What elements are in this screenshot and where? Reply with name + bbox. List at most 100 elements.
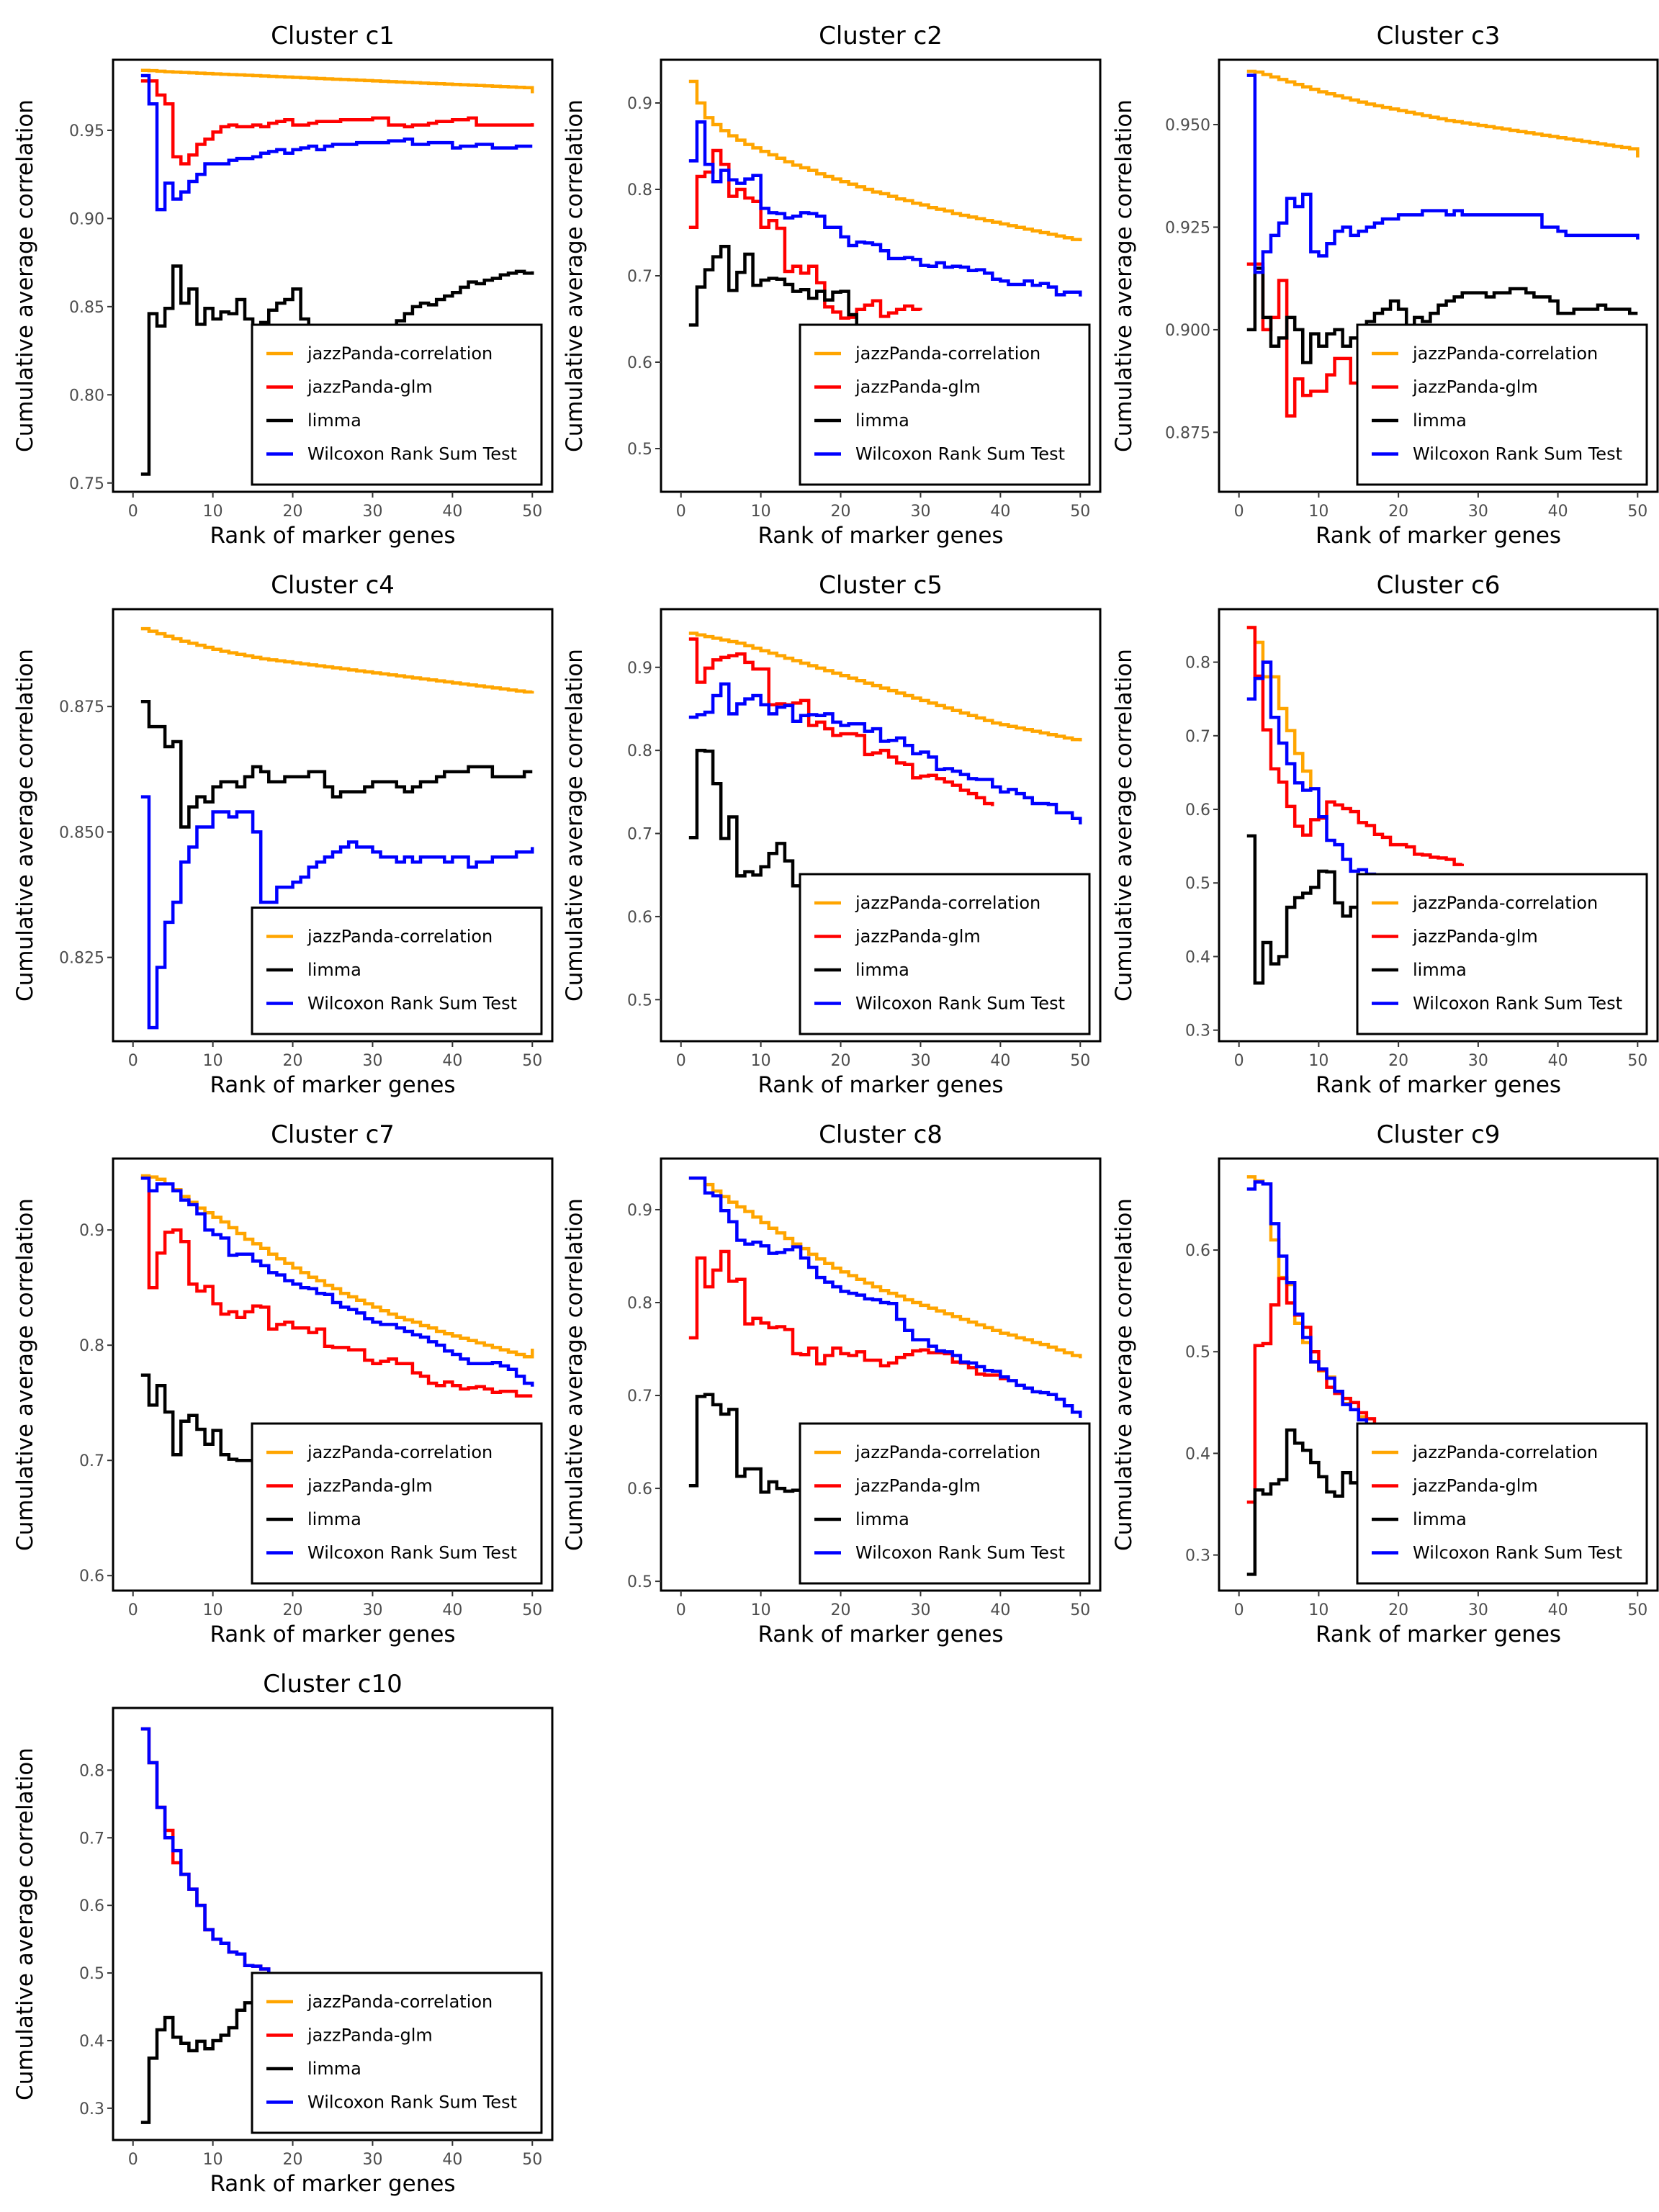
- x-tick-label: 10: [203, 2151, 223, 2169]
- x-axis-title: Rank of marker genes: [757, 1622, 1003, 1647]
- panel-title: Cluster c5: [819, 571, 943, 600]
- legend-label: Wilcoxon Rank Sum Test: [1413, 444, 1622, 464]
- y-axis-title: Cumulative average correlation: [12, 99, 38, 452]
- x-tick-label: 50: [1627, 1052, 1647, 1070]
- panel-title: Cluster c7: [271, 1120, 395, 1149]
- x-tick-label: 40: [990, 503, 1010, 521]
- series-line-jazzpanda-glm: [1246, 626, 1464, 866]
- legend-label: limma: [307, 960, 361, 980]
- panel-title: Cluster c10: [263, 1670, 402, 1699]
- x-tick-label: 20: [831, 1601, 851, 1619]
- x-tick-label: 0: [676, 503, 686, 521]
- legend-label: jazzPanda-glm: [1412, 927, 1538, 947]
- series-line-jazzpanda-correlation: [1246, 626, 1313, 789]
- y-tick-label: 0.9: [79, 1222, 104, 1240]
- legend-label: Wilcoxon Rank Sum Test: [1413, 994, 1622, 1014]
- x-tick-label: 10: [751, 1601, 771, 1619]
- y-tick-label: 0.85: [69, 299, 104, 317]
- legend-box: [1356, 1422, 1648, 1585]
- legend-label: Wilcoxon Rank Sum Test: [307, 444, 517, 464]
- x-tick-label: 10: [1308, 503, 1328, 521]
- x-axis-title: Rank of marker genes: [1316, 1622, 1561, 1647]
- legend-label: limma: [307, 410, 361, 431]
- x-tick-label: 40: [990, 1601, 1010, 1619]
- plot-frame: [112, 1157, 554, 1592]
- legend: jazzPanda-correlation jazzPanda-glm limma W…: [1356, 1422, 1648, 1585]
- panel-title: Cluster c4: [271, 571, 395, 600]
- x-axis-title: Rank of marker genes: [210, 1072, 455, 1098]
- plot-frame: [1218, 608, 1659, 1043]
- series-line-jazzpanda-glm: [688, 637, 994, 806]
- series-line-jazzpanda-correlation: [688, 1176, 1082, 1359]
- x-tick-label: 40: [1548, 1052, 1568, 1070]
- x-tick-label: 30: [910, 503, 930, 521]
- y-tick-label: 0.80: [69, 387, 104, 405]
- x-tick-label: 0: [1234, 503, 1244, 521]
- x-tick-label: 50: [1627, 503, 1647, 521]
- x-tick-label: 10: [203, 1052, 223, 1070]
- y-tick-label: 0.8: [79, 1762, 104, 1780]
- x-tick-label: 0: [676, 1601, 686, 1619]
- x-tick-label: 20: [1388, 1601, 1408, 1619]
- series-line-jazzpanda-correlation: [1246, 1175, 1369, 1421]
- legend-label: jazzPanda-correlation: [307, 1442, 493, 1462]
- series-line-limma: [1246, 834, 1382, 985]
- legend-label: Wilcoxon Rank Sum Test: [307, 994, 517, 1014]
- x-tick-label: 50: [1070, 503, 1090, 521]
- x-tick-label: 20: [1388, 1052, 1408, 1070]
- x-axis-title: Rank of marker genes: [210, 2171, 455, 2197]
- legend-label: limma: [855, 410, 909, 431]
- series-line-wilcoxon-rank-sum-test: [688, 682, 1082, 824]
- y-tick-label: 0.4: [1185, 1445, 1210, 1463]
- y-axis-title: Cumulative average correlation: [12, 649, 38, 1002]
- y-tick-label: 0.6: [79, 1568, 104, 1586]
- series-line-limma: [140, 1998, 285, 2124]
- y-tick-label: 0.6: [627, 1480, 652, 1498]
- series-line-jazzpanda-correlation: [140, 68, 534, 94]
- y-tick-label: 0.3: [1185, 1022, 1210, 1040]
- plot-frame: [112, 58, 554, 493]
- y-tick-label: 0.5: [1185, 1344, 1210, 1362]
- series-line-wilcoxon-rank-sum-test: [140, 1727, 277, 1979]
- y-axis-title: Cumulative average correlation: [12, 1198, 38, 1551]
- y-tick-label: 0.875: [1165, 424, 1210, 442]
- x-tick-label: 50: [1070, 1052, 1090, 1070]
- panel-7: Cluster c7 0.6 0.7 0.8 0.9 0 10 20 30 40 50 Rank of…: [12, 1120, 554, 1647]
- x-tick-label: 0: [128, 503, 138, 521]
- x-tick-label: 40: [990, 1052, 1010, 1070]
- series-line-wilcoxon-rank-sum-test: [1246, 73, 1640, 274]
- panel-6: Cluster c6 0.3 0.4 0.5 0.6 0.7 0.8 0 10 20 30 40 50 R…: [1111, 571, 1659, 1098]
- y-tick-label: 0.8: [627, 181, 652, 199]
- y-tick-label: 0.6: [79, 1897, 104, 1915]
- y-tick-label: 0.9: [627, 1202, 652, 1220]
- x-tick-label: 40: [442, 1052, 462, 1070]
- x-tick-label: 30: [1468, 1052, 1488, 1070]
- legend-label: jazzPanda-correlation: [1412, 343, 1598, 364]
- series-line-jazzpanda-correlation: [688, 79, 1082, 241]
- x-tick-label: 30: [362, 1052, 382, 1070]
- legend-label: jazzPanda-correlation: [1412, 893, 1598, 913]
- legend-label: limma: [1413, 410, 1467, 431]
- y-tick-label: 0.6: [627, 354, 652, 372]
- legend-label: jazzPanda-correlation: [855, 893, 1040, 913]
- y-axis-title: Cumulative average correlation: [1111, 1198, 1137, 1551]
- legend-label: jazzPanda-glm: [855, 1476, 981, 1496]
- legend-label: Wilcoxon Rank Sum Test: [1413, 1543, 1622, 1563]
- x-axis-title: Rank of marker genes: [1316, 523, 1561, 549]
- y-tick-label: 0.7: [79, 1452, 104, 1470]
- legend-label: limma: [855, 1509, 909, 1529]
- panel-title: Cluster c9: [1377, 1120, 1501, 1149]
- legend: jazzPanda-correlation limma Wilcoxon Rank …: [251, 907, 543, 1035]
- y-tick-label: 0.3: [1185, 1547, 1210, 1565]
- y-axis-title: Cumulative average correlation: [1111, 99, 1137, 452]
- plot-frame: [1218, 58, 1659, 493]
- x-tick-label: 10: [1308, 1052, 1328, 1070]
- x-tick-label: 30: [362, 2151, 382, 2169]
- series-line-wilcoxon-rank-sum-test: [688, 1176, 1082, 1418]
- x-tick-label: 10: [1308, 1601, 1328, 1619]
- y-tick-label: 0.6: [1185, 801, 1210, 819]
- x-tick-label: 50: [522, 2151, 542, 2169]
- legend-box: [1356, 323, 1648, 486]
- legend-label: limma: [307, 2059, 361, 2079]
- panel-10: Cluster c10 0.3 0.4 0.5 0.6 0.7 0.8 0 10 20 30 40 50…: [12, 1670, 554, 2197]
